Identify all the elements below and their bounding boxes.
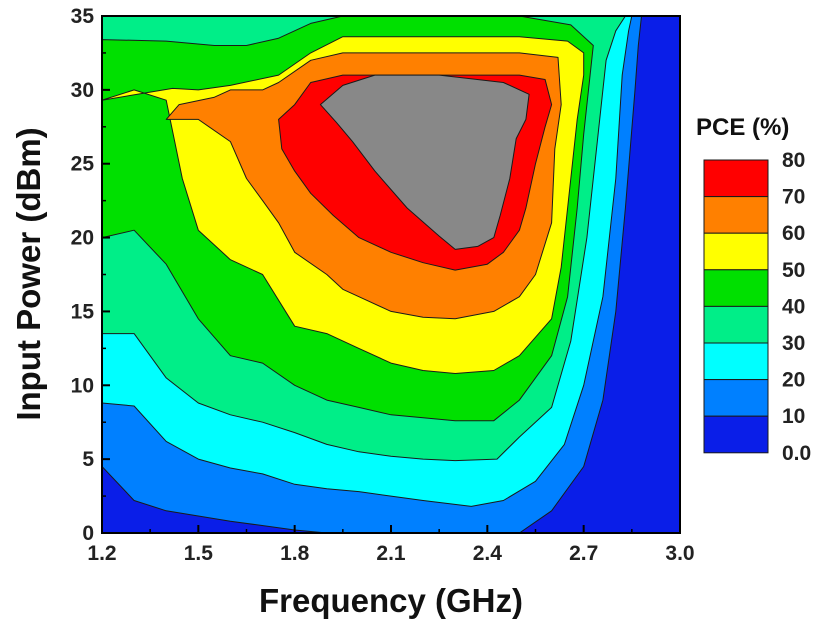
x-tick-label: 1.5 bbox=[184, 542, 214, 565]
legend-swatch-50-60 bbox=[703, 232, 769, 271]
legend-tick-label: 0.0 bbox=[782, 442, 811, 465]
contour-region-80-90 bbox=[319, 74, 530, 250]
y-axis-ticks: 0 5 10 15 20 25 30 35 bbox=[71, 5, 110, 545]
legend-swatch-40-50 bbox=[703, 269, 769, 307]
y-tick-label: 35 bbox=[71, 5, 95, 28]
x-tick-label: 1.2 bbox=[87, 542, 116, 565]
legend-tick-label: 50 bbox=[782, 259, 805, 282]
legend-tick-label: 10 bbox=[782, 405, 805, 428]
y-tick-label: 0 bbox=[82, 522, 94, 545]
x-tick-label: 2.7 bbox=[569, 542, 598, 565]
y-tick-label: 25 bbox=[71, 153, 95, 176]
legend-swatch-20-30 bbox=[703, 342, 769, 381]
y-tick-label: 20 bbox=[71, 227, 94, 250]
legend-tick-label: 60 bbox=[782, 222, 805, 245]
y-tick-label: 10 bbox=[71, 374, 94, 397]
x-tick-label: 3.0 bbox=[665, 542, 694, 565]
legend-swatch-30-40 bbox=[703, 305, 769, 344]
legend-swatch-10-20 bbox=[703, 379, 769, 417]
legend-tick-labels: 80 70 60 50 40 30 20 10 0.0 bbox=[782, 149, 811, 465]
legend-tick-label: 70 bbox=[782, 186, 805, 209]
legend-swatch-0-10 bbox=[703, 415, 769, 454]
y-tick-label: 15 bbox=[71, 300, 95, 323]
legend-tick-label: 40 bbox=[782, 295, 805, 318]
colorbar-legend: PCE (%) 80 70 60 50 40 30 20 10 0.0 bbox=[696, 114, 811, 465]
legend-swatches bbox=[703, 159, 769, 454]
y-axis-title: Input Power (dBm) bbox=[10, 127, 47, 420]
legend-tick-label: 30 bbox=[782, 332, 805, 355]
x-tick-label: 2.4 bbox=[473, 542, 503, 565]
x-tick-label: 1.8 bbox=[280, 542, 310, 565]
legend-title: PCE (%) bbox=[696, 114, 789, 141]
legend-tick-label: 80 bbox=[782, 149, 805, 172]
y-tick-label: 5 bbox=[82, 448, 94, 471]
x-tick-label: 2.1 bbox=[376, 542, 406, 565]
x-axis-title: Frequency (GHz) bbox=[259, 582, 523, 619]
x-axis-ticks: 1.2 1.5 1.8 2.1 2.4 2.7 3.0 bbox=[87, 525, 695, 565]
contour-layers bbox=[102, 16, 642, 533]
y-tick-label: 30 bbox=[71, 79, 94, 102]
legend-swatch-60-70 bbox=[703, 196, 769, 234]
legend-swatch-70-80 bbox=[703, 159, 769, 198]
legend-tick-label: 20 bbox=[782, 369, 805, 392]
